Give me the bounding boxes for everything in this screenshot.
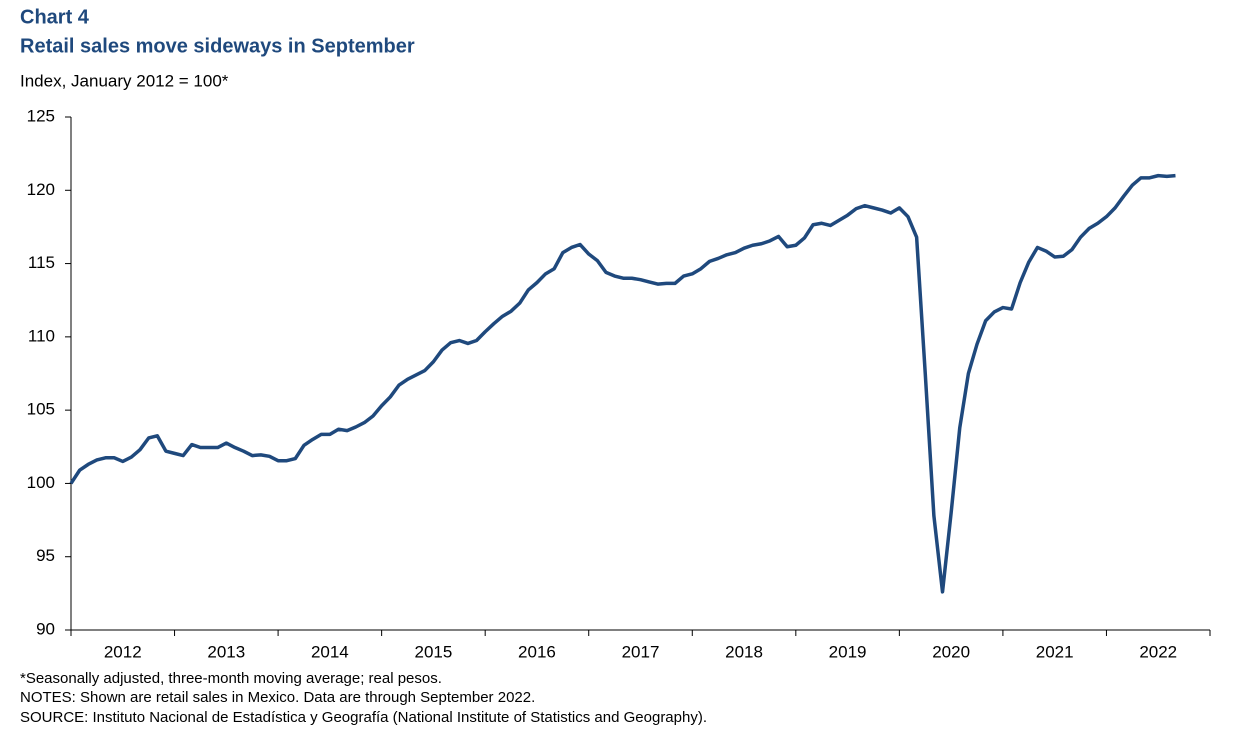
x-tick-label: 2012 — [104, 642, 142, 661]
y-tick-label: 95 — [36, 546, 55, 565]
y-tick-label: 105 — [27, 400, 55, 419]
x-tick-label: 2021 — [1036, 642, 1074, 661]
x-tick-label: 2015 — [414, 642, 452, 661]
x-tick-label: 2017 — [622, 642, 660, 661]
line — [69, 173, 1176, 594]
y-tick-label: 90 — [36, 619, 55, 638]
note: SOURCE: Instituto Nacional de Estadístic… — [20, 709, 707, 726]
chart-label: Chart 4 — [20, 6, 90, 28]
x-tick-label: 2020 — [932, 642, 970, 661]
chart-subtitle: Index, January 2012 = 100* — [20, 71, 229, 90]
chart-title: Retail sales move sideways in September — [20, 35, 415, 57]
x-tick-label: 2022 — [1139, 642, 1177, 661]
y-tick-label: 125 — [27, 106, 55, 125]
x-tick-label: 2014 — [311, 642, 349, 661]
y-tick-label: 110 — [28, 326, 55, 345]
x-tick-label: 2016 — [518, 642, 556, 661]
x-tick-label: 2019 — [829, 642, 867, 661]
x-tick-label: 2018 — [725, 642, 763, 661]
x-tick-label: 2013 — [207, 642, 245, 661]
note: *Seasonally adjusted, three-month moving… — [20, 670, 442, 687]
y-tick-label: 120 — [27, 180, 55, 199]
y-tick-label: 100 — [27, 473, 55, 492]
note: NOTES: Shown are retail sales in Mexico.… — [20, 689, 535, 706]
y-tick-label: 115 — [28, 253, 55, 272]
